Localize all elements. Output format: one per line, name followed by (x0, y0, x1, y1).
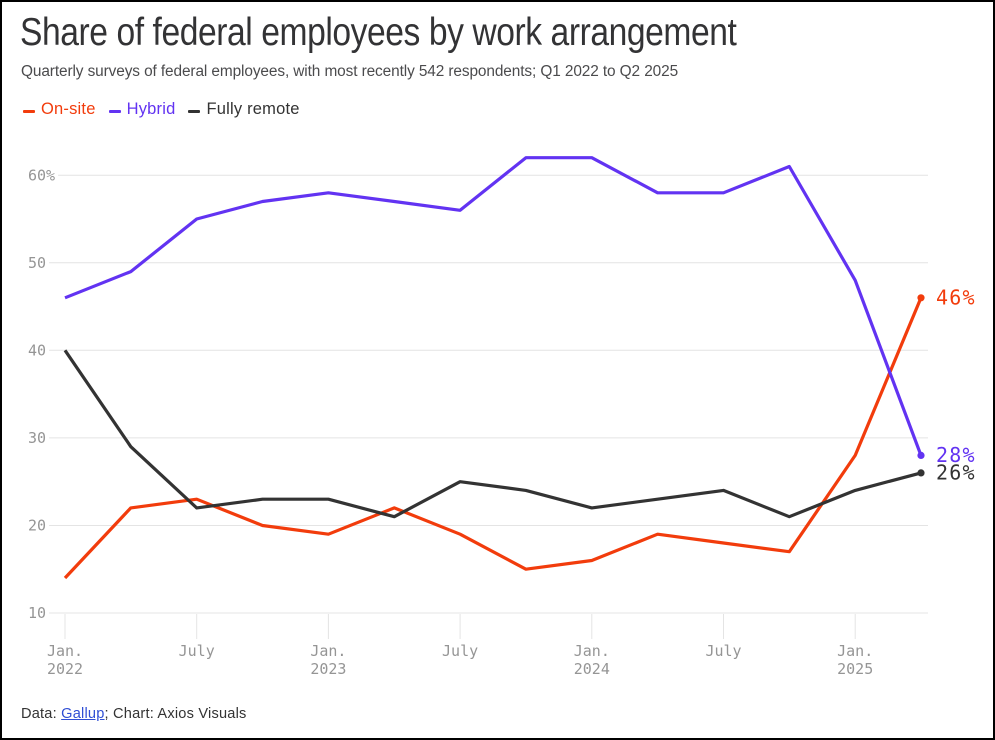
legend-label-hybrid: Hybrid (126, 100, 176, 118)
legend-swatch-fully-remote (188, 110, 201, 113)
y-axis-label: 50 (28, 254, 46, 272)
x-axis-label: Jan. (47, 642, 83, 660)
line-on-site (63, 297, 923, 580)
legend-item-hybrid: Hybrid (108, 100, 176, 119)
x-axis-label: July (705, 642, 741, 660)
legend-swatch-on-site (23, 110, 35, 113)
x-axis-year-label: 2023 (310, 660, 346, 678)
legend-label-on-site: On-site (41, 100, 96, 118)
legend: On-site Hybrid Fully remote (23, 100, 300, 119)
end-dot-hybrid (917, 451, 925, 459)
legend-item-fully-remote: Fully remote (188, 100, 299, 119)
y-axis-label: 60% (28, 166, 55, 184)
chart-credit: ; Chart: Axios Visuals (104, 706, 247, 722)
end-dot-fully-remote (917, 469, 925, 477)
end-dot-on-site (917, 294, 925, 302)
y-axis-label: 20 (28, 517, 46, 535)
source-prefix: Data: (21, 706, 62, 722)
y-axis-label: 10 (28, 604, 46, 622)
x-axis-year-label: 2025 (837, 660, 873, 678)
y-axis-label: 40 (28, 342, 46, 360)
line-hybrid (64, 156, 923, 456)
legend-item-on-site: On-site (23, 100, 96, 119)
legend-label-fully-remote: Fully remote (206, 100, 300, 118)
x-axis-year-label: 2024 (574, 660, 610, 678)
end-label-hybrid: 28% (936, 443, 976, 467)
x-axis-year-label: 2022 (47, 660, 83, 678)
x-axis-label: Jan. (310, 642, 346, 660)
source-line: Data: Gallup; Chart: Axios Visuals (21, 706, 247, 722)
chart-subtitle: Quarterly surveys of federal employees, … (21, 63, 679, 80)
legend-swatch-hybrid (108, 110, 121, 113)
x-axis-label: July (179, 642, 215, 660)
end-label-on-site: 46% (936, 285, 976, 309)
end-label-fully-remote: 26% (936, 460, 976, 484)
x-axis-label: Jan. (837, 642, 873, 660)
source-link[interactable]: Gallup (61, 706, 105, 722)
x-axis-label: July (442, 642, 478, 660)
chart-title: Share of federal employees by work arran… (20, 11, 737, 54)
line-fully-remote (63, 349, 922, 519)
y-axis-label: 30 (28, 429, 46, 447)
x-axis-label: Jan. (574, 642, 610, 660)
